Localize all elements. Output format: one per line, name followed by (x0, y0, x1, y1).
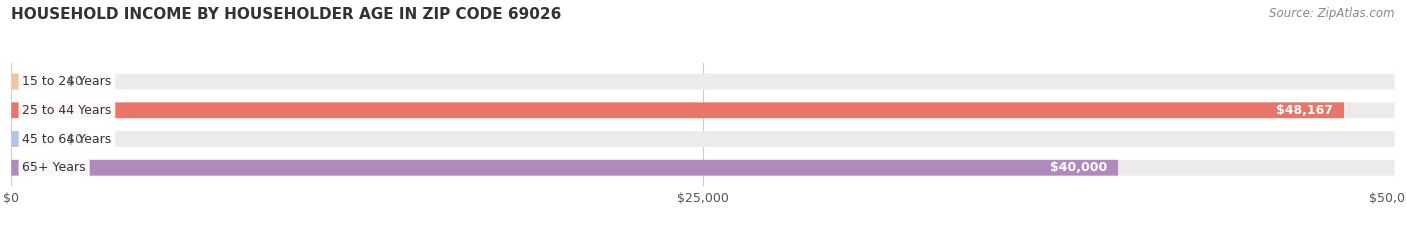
Text: 65+ Years: 65+ Years (22, 161, 86, 174)
FancyBboxPatch shape (11, 102, 1395, 118)
Text: $40,000: $40,000 (1050, 161, 1107, 174)
Text: HOUSEHOLD INCOME BY HOUSEHOLDER AGE IN ZIP CODE 69026: HOUSEHOLD INCOME BY HOUSEHOLDER AGE IN Z… (11, 7, 561, 22)
Text: $0: $0 (66, 133, 83, 146)
Text: 15 to 24 Years: 15 to 24 Years (22, 75, 111, 88)
Text: 45 to 64 Years: 45 to 64 Years (22, 133, 111, 146)
FancyBboxPatch shape (11, 74, 1395, 89)
Text: Source: ZipAtlas.com: Source: ZipAtlas.com (1270, 7, 1395, 20)
FancyBboxPatch shape (11, 131, 46, 147)
Text: $48,167: $48,167 (1277, 104, 1333, 117)
FancyBboxPatch shape (11, 160, 1395, 176)
FancyBboxPatch shape (11, 74, 46, 89)
FancyBboxPatch shape (11, 160, 1118, 176)
Text: 25 to 44 Years: 25 to 44 Years (22, 104, 111, 117)
FancyBboxPatch shape (11, 131, 1395, 147)
Text: $0: $0 (66, 75, 83, 88)
FancyBboxPatch shape (11, 102, 1344, 118)
